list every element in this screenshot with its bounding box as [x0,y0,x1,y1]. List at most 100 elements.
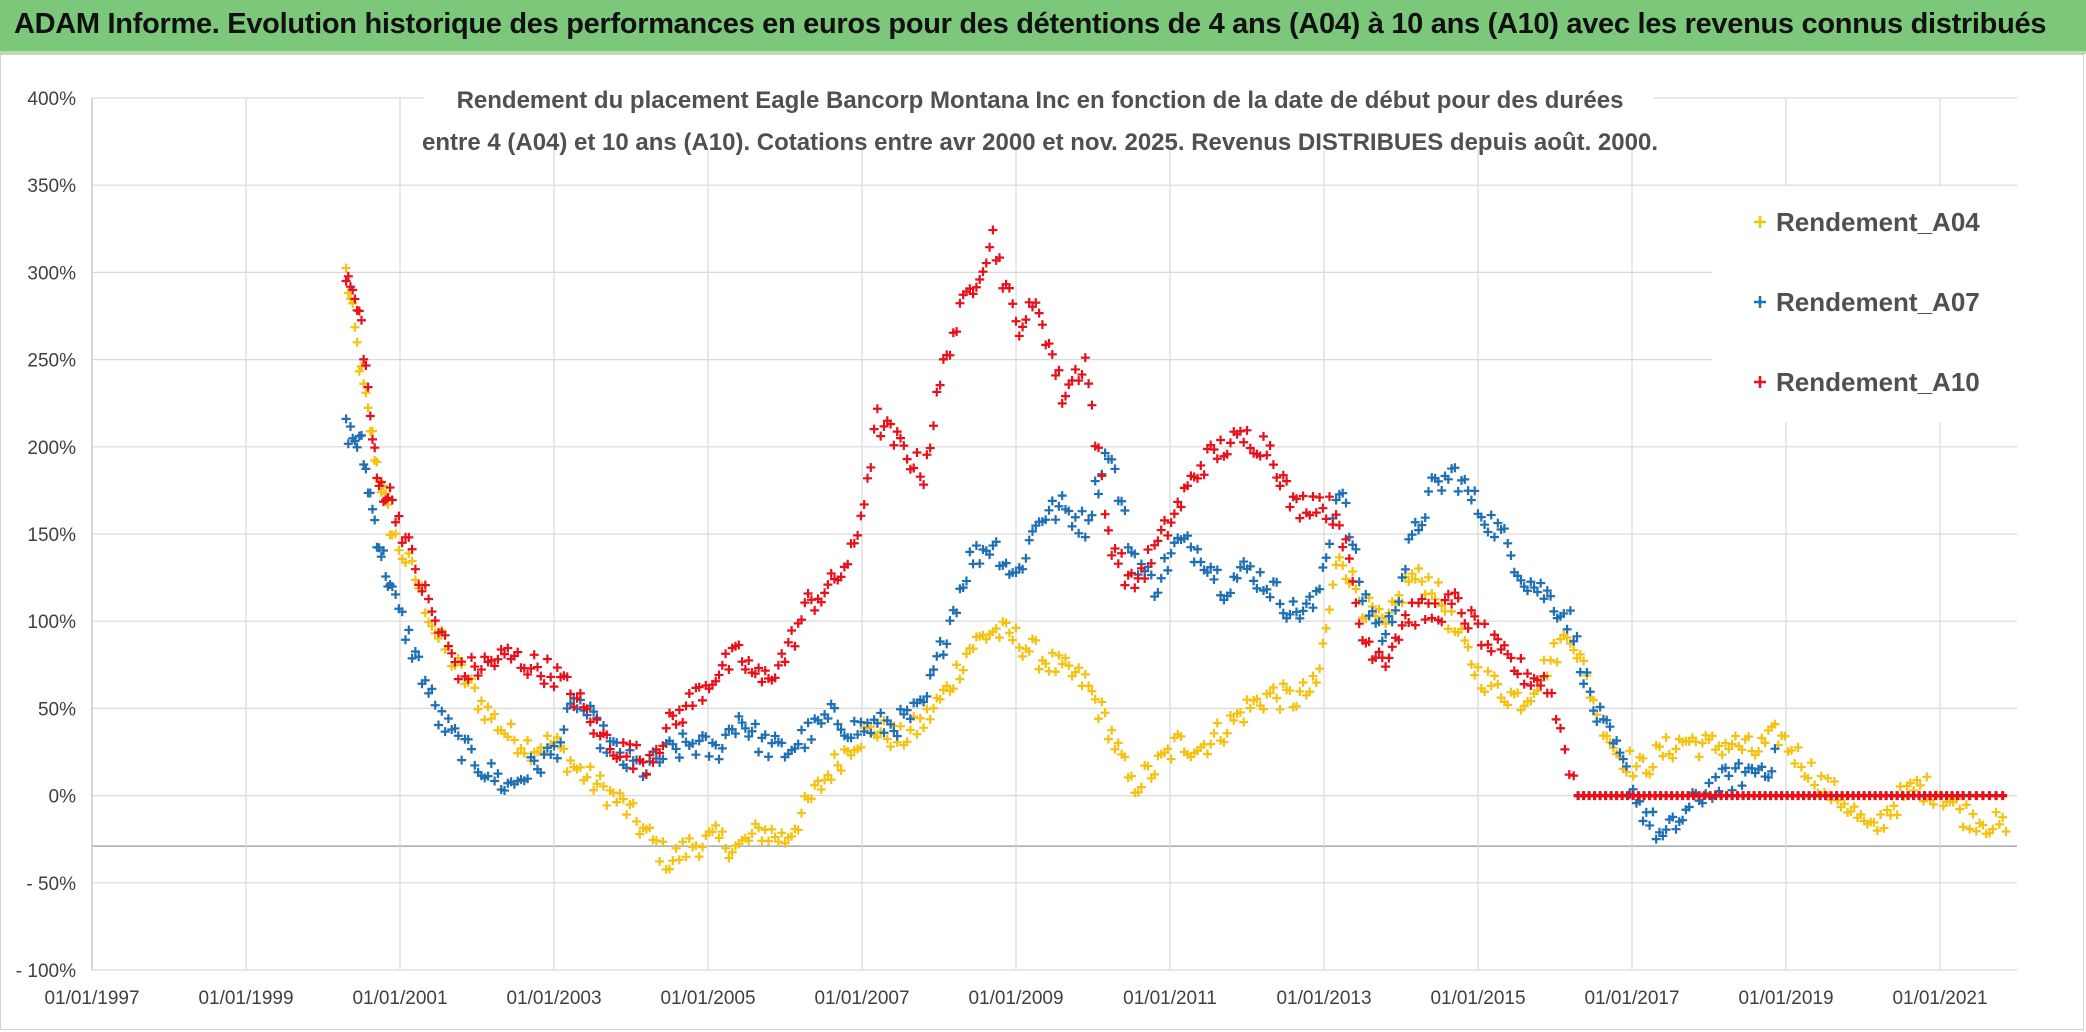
point-Rendement_A10 [513,647,523,657]
point-Rendement_A07 [922,691,932,701]
point-Rendement_A07 [932,651,942,661]
point-Rendement_A04 [1433,578,1443,588]
point-Rendement_A04 [559,744,569,754]
point-Rendement_A04 [1308,671,1318,681]
point-Rendement_A07 [1721,763,1730,773]
point-Rendement_A10 [1344,554,1354,564]
point-Rendement_A07 [1110,464,1120,474]
point-Rendement_A04 [1097,697,1107,707]
point-Rendement_A04 [747,829,757,839]
point-Rendement_A10 [350,294,360,304]
point-Rendement_A07 [500,786,509,796]
point-Rendement_A07 [391,589,401,599]
point-Rendement_A04 [856,742,866,752]
point-Rendement_A04 [1998,812,2008,822]
point-Rendement_A04 [1292,701,1301,711]
point-Rendement_A04 [717,827,727,837]
point-Rendement_A04 [1245,703,1255,713]
point-Rendement_A07 [1169,538,1179,548]
point-Rendement_A04 [1285,686,1295,696]
point-Rendement_A04 [1562,632,1572,642]
point-Rendement_A04 [1483,666,1493,676]
point-Rendement_A04 [1351,584,1361,594]
point-Rendement_A07 [350,436,360,446]
point-Rendement_A07 [1090,476,1100,486]
point-Rendement_A07 [836,725,846,735]
point-Rendement_A04 [1414,564,1424,574]
point-Rendement_A07 [1305,592,1315,602]
point-Rendement_A04 [882,734,892,744]
point-Rendement_A04 [1064,661,1074,671]
point-Rendement_A04 [628,798,638,808]
point-Rendement_A07 [1166,548,1176,558]
point-Rendement_A07 [1341,498,1351,508]
point-Rendement_A10 [348,285,358,295]
point-Rendement_A07 [889,726,899,736]
point-Rendement_A07 [1351,544,1361,554]
point-Rendement_A10 [971,282,981,292]
point-Rendement_A04 [823,770,833,780]
y-tick-label: 50% [38,699,76,720]
point-Rendement_A04 [1668,753,1678,763]
x-tick-label: 01/01/1999 [198,988,293,1009]
point-Rendement_A04 [589,785,599,795]
point-Rendement_A10 [500,649,509,659]
point-Rendement_A07 [760,730,770,740]
point-Rendement_A10 [912,448,922,458]
point-Rendement_A10 [1460,619,1470,629]
point-Rendement_A04 [1503,700,1513,710]
point-Rendement_A04 [1143,761,1153,771]
point-Rendement_A04 [1100,708,1110,718]
point-Rendement_A07 [717,743,727,753]
gridlines [91,97,2017,971]
point-Rendement_A07 [816,718,826,728]
point-Rendement_A10 [1080,353,1090,363]
point-Rendement_A10 [770,673,780,683]
point-Rendement_A07 [1470,486,1480,496]
point-Rendement_A10 [1037,320,1047,330]
point-Rendement_A07 [1592,717,1602,727]
point-Rendement_A10 [1450,588,1460,598]
data-markers [341,225,2011,874]
point-Rendement_A07 [1047,496,1057,506]
point-Rendement_A10 [542,654,552,664]
point-Rendement_A07 [352,442,362,452]
point-Rendement_A10 [365,411,375,421]
point-Rendement_A07 [965,547,975,557]
point-Rendement_A07 [404,625,414,635]
point-Rendement_A04 [376,487,386,497]
point-Rendement_A04 [770,832,780,842]
point-Rendement_A04 [1727,739,1737,749]
point-Rendement_A07 [1579,679,1589,689]
point-Rendement_A07 [1585,687,1595,697]
point-Rendement_A04 [1235,707,1245,717]
point-Rendement_A07 [1572,631,1582,641]
point-Rendement_A10 [1216,435,1226,445]
point-Rendement_A07 [1582,667,1592,677]
point-Rendement_A07 [1067,521,1077,531]
point-Rendement_A10 [503,643,513,653]
point-Rendement_A04 [1760,738,1770,748]
point-Rendement_A07 [1265,592,1275,602]
point-Rendement_A04 [1041,658,1051,668]
point-Rendement_A07 [1480,520,1490,530]
point-Rendement_A10 [632,740,641,750]
point-Rendement_A07 [1763,772,1773,782]
point-Rendement_A07 [711,740,721,750]
point-Rendement_A10 [740,664,750,674]
point-Rendement_A04 [1928,799,1938,809]
point-Rendement_A07 [674,753,684,763]
point-Rendement_A10 [1209,444,1219,454]
point-Rendement_A04 [1839,799,1849,809]
point-Rendement_A10 [467,652,476,662]
point-Rendement_A10 [417,586,427,596]
point-Rendement_A04 [1889,801,1899,811]
point-Rendement_A04 [1259,704,1268,714]
point-Rendement_A07 [453,731,463,741]
point-Rendement_A07 [1074,528,1084,538]
point-Rendement_A10 [1404,618,1414,628]
point-Rendement_A10 [876,431,886,441]
point-Rendement_A07 [470,760,480,770]
point-Rendement_A07 [830,703,839,713]
chart-title-line2: entre 4 (A04) et 10 ans (A10). Cotations… [422,129,1658,156]
